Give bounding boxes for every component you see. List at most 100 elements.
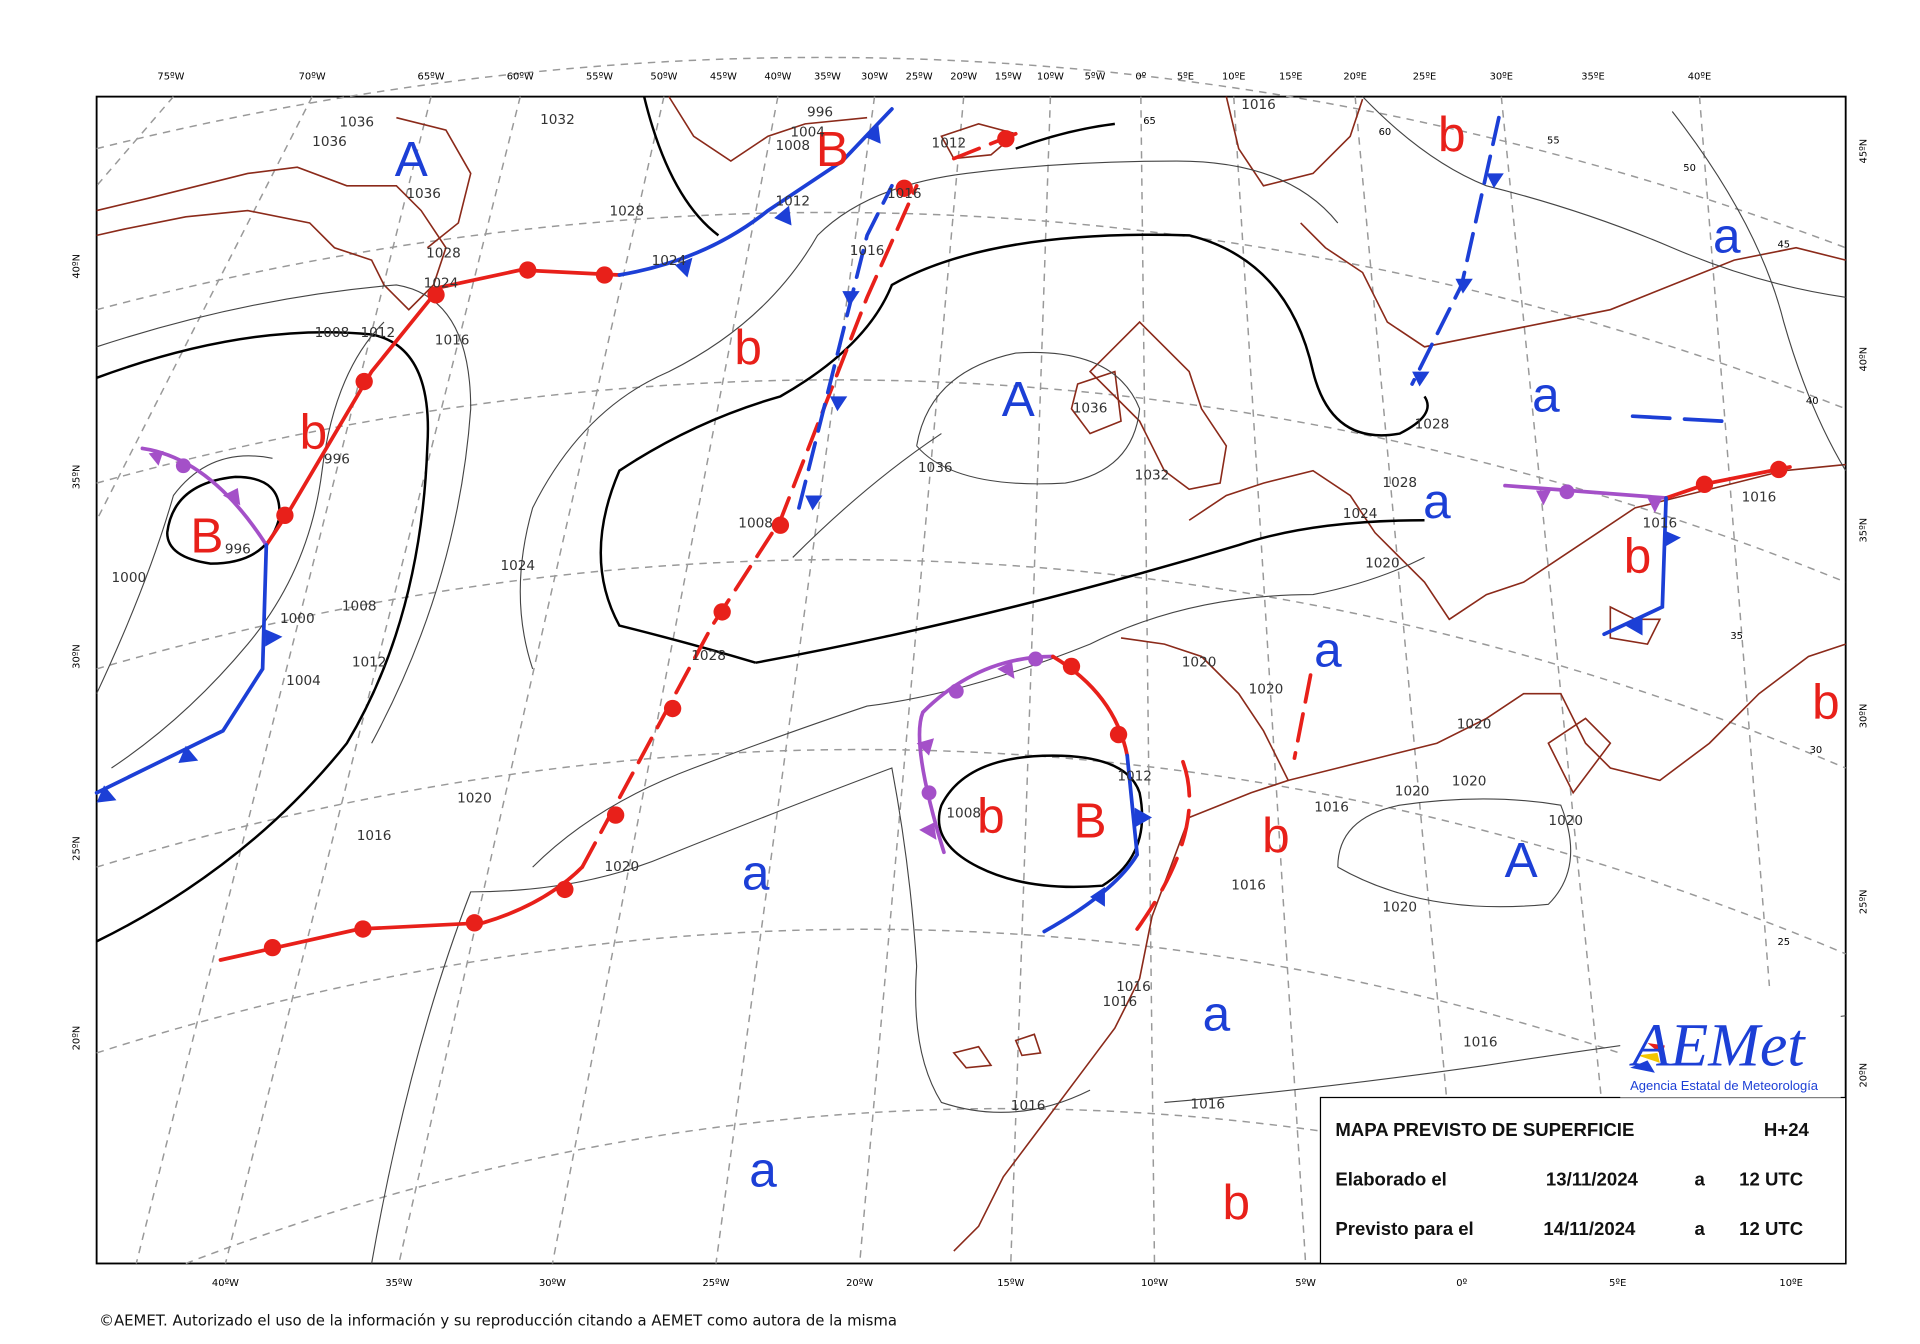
pressure-center: B <box>816 122 849 177</box>
trough <box>1135 759 1192 931</box>
top-axis-label: 20ºW <box>950 71 977 82</box>
logo-background <box>1620 986 1841 1098</box>
isobar-label: 1020 <box>1452 773 1487 789</box>
isobar-label: 1012 <box>1117 768 1152 784</box>
info-title: MAPA PREVISTO DE SUPERFICIE <box>1335 1119 1634 1140</box>
info-box-text: MAPA PREVISTO DE SUPERFICIE H+24 Elabora… <box>1335 1119 1809 1239</box>
logo: AEMet Agencia Estatal de Meteorología <box>1620 986 1841 1098</box>
right-axis-label: 30ºN <box>1859 704 1870 729</box>
cold-front-forming <box>797 183 894 510</box>
right-axis-label: 40ºN <box>1859 347 1870 372</box>
top-axis-label: 65ºW <box>418 71 445 82</box>
pressure-center: a <box>1713 209 1741 264</box>
cold-front <box>94 543 269 795</box>
isobar-label: 1024 <box>424 275 459 291</box>
isobar-label: 1012 <box>360 325 395 341</box>
bottom-axis-label: 0º <box>1456 1278 1467 1289</box>
pressure-center: a <box>749 1143 777 1198</box>
logo-name: AEMet <box>1629 1011 1807 1079</box>
logo-subtitle: Agencia Estatal de Meteorología <box>1630 1078 1819 1093</box>
contour-label: 55 <box>1547 136 1560 147</box>
front-symbols <box>96 123 1788 957</box>
bottom-axis-label: 10ºW <box>1141 1278 1168 1289</box>
pressure-center: B <box>190 508 223 563</box>
bottom-axis-label: 5ºE <box>1609 1278 1626 1289</box>
top-axis-label: 25ºE <box>1413 71 1436 82</box>
isobar-label: 1008 <box>946 806 981 822</box>
isobar-label: 1020 <box>1382 900 1417 916</box>
isobar-label: 1028 <box>426 246 461 262</box>
contour-label: 65 <box>1143 116 1156 127</box>
isobar-label: 996 <box>225 542 251 558</box>
isobar-label: 1016 <box>887 186 922 202</box>
left-axis-label: 40ºN <box>71 254 82 279</box>
isobar-label: 1016 <box>1102 994 1137 1010</box>
isobar-label: 1016 <box>1463 1035 1498 1051</box>
map-frame <box>95 95 1847 1265</box>
bottom-axis-label: 30ºW <box>539 1278 566 1289</box>
isobar-label: 1032 <box>1135 467 1170 483</box>
contour-label: 60 <box>1379 127 1392 138</box>
isobar-label: 1016 <box>1011 1098 1046 1114</box>
right-axis-label: 20ºN <box>1859 1063 1870 1088</box>
top-axis-label: 35ºW <box>814 71 841 82</box>
isobar-label: 1020 <box>605 859 640 875</box>
top-axis-label: 60ºW <box>507 71 534 82</box>
isobar-label: 1020 <box>457 791 492 807</box>
isobar-label: 1000 <box>112 570 147 586</box>
isobar-label: 1020 <box>1395 783 1430 799</box>
info-box <box>1319 1096 1847 1265</box>
isobar-label: 996 <box>324 451 350 467</box>
top-axis-label: 45ºW <box>710 71 737 82</box>
pressure-center: A <box>395 132 428 187</box>
issued-date: 13/11/2024 <box>1546 1168 1639 1189</box>
right-axis-label: 25ºN <box>1859 889 1870 914</box>
pressure-center: b <box>1812 674 1840 729</box>
isobars <box>96 96 1847 1264</box>
pressure-center: b <box>1624 528 1652 583</box>
top-axis-label: 50ºW <box>650 71 677 82</box>
bottom-axis-label: 25ºW <box>702 1278 729 1289</box>
isobar-label: 1020 <box>1457 716 1492 732</box>
trough <box>1630 414 1724 424</box>
isobar-label: 1008 <box>315 325 350 341</box>
left-axis-label: 30ºN <box>71 644 82 669</box>
top-axis-label: 75ºW <box>157 71 184 82</box>
contour-label: 50 <box>1683 163 1696 174</box>
valid-label: Previsto para el <box>1335 1218 1473 1239</box>
isobar-label: 1024 <box>652 253 687 269</box>
valid-at: a <box>1695 1218 1706 1239</box>
pressure-center: a <box>742 845 770 900</box>
right-axis-label: 35ºN <box>1859 518 1870 543</box>
cold-front <box>1042 753 1140 934</box>
top-axis-label: 30ºW <box>861 71 888 82</box>
top-axis-label: 30ºE <box>1490 71 1513 82</box>
top-axis-label: 15ºE <box>1279 71 1302 82</box>
isobar-label: 1016 <box>435 332 470 348</box>
isobar-label: 1020 <box>1548 813 1583 829</box>
cold-front <box>617 107 894 277</box>
right-axis-label: 45ºN <box>1859 139 1870 164</box>
isobar-label: 1036 <box>918 460 953 476</box>
top-axis-label: 40ºW <box>764 71 791 82</box>
pressure-center: b <box>734 320 762 375</box>
top-axis-label: 5ºE <box>1177 71 1194 82</box>
contour-label: 40 <box>1806 396 1819 407</box>
isobar-label: 1000 <box>280 611 315 627</box>
forecast-step: H+24 <box>1764 1119 1810 1140</box>
contour-label: 35 <box>1730 631 1743 642</box>
left-axis-label: 20ºN <box>71 1026 82 1051</box>
pressure-center: B <box>1074 793 1107 848</box>
left-axis-label: 25ºN <box>71 836 82 861</box>
labels: 75ºW 70ºW 65ºW 60ºW 55ºW 50ºW 45ºW 40ºW 35ºW 30ºW… <box>71 71 1869 1289</box>
bottom-axis-label: 10ºE <box>1779 1278 1802 1289</box>
warm-front <box>218 865 585 962</box>
isobar-label: 1016 <box>1116 979 1151 995</box>
isobar-label: 1016 <box>1742 490 1777 506</box>
pressure-center: A <box>1002 372 1035 427</box>
trough <box>1292 673 1313 760</box>
pressure-center: b <box>1222 1175 1250 1230</box>
